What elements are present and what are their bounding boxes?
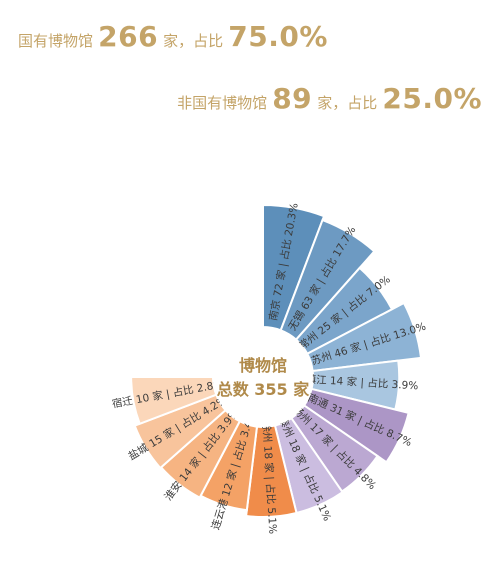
center-total: 总数 355 家 [217,380,311,399]
state-museum-label: 国有博物馆 [18,32,94,50]
chart-slices [130,203,423,518]
nonstate-museum-pct: 25.0% [382,82,482,115]
state-museum-unit: 家，占比 [163,32,224,50]
nonstate-museum-stat: 非国有博物馆 89 家，占比 25.0% [177,82,482,115]
nonstate-museum-label: 非国有博物馆 [177,94,268,112]
center-hole [213,327,313,427]
center-title: 博物馆 [239,356,287,375]
state-museum-pct: 75.0% [228,20,328,53]
museum-rose-chart: 南京 72 家 | 占比 20.3%无锡 63 家 | 占比 17.7%常州 2… [111,202,427,535]
state-museum-count: 266 [98,20,159,53]
nonstate-museum-count: 89 [272,82,313,115]
nonstate-museum-unit: 家，占比 [317,94,378,112]
state-museum-stat: 国有博物馆 266 家，占比 75.0% [18,20,328,53]
